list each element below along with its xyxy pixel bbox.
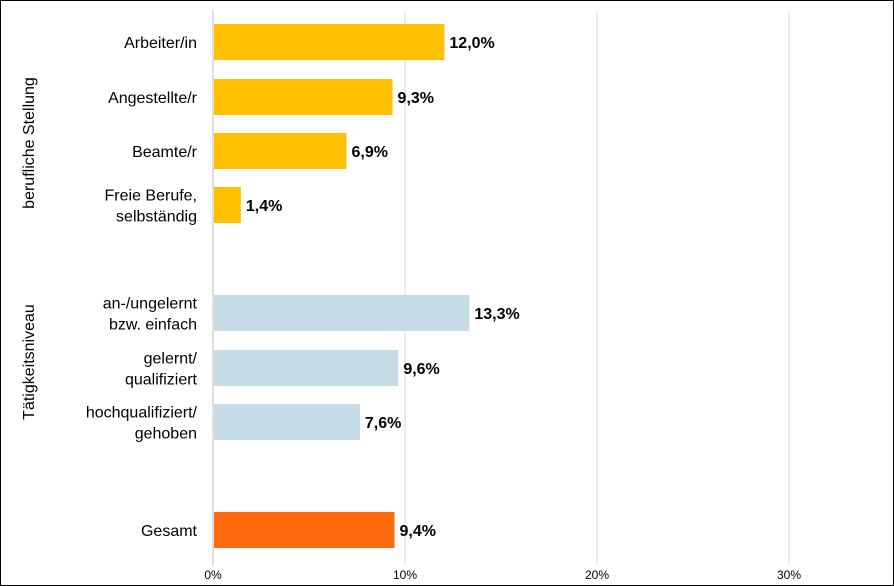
data-label: 7,6%	[365, 415, 401, 432]
bar	[214, 295, 470, 331]
bars: 12,0% 9,3% 6,9% 1,4% 13,3% 9,6% 7,6% 9,4%	[214, 24, 520, 548]
bar	[214, 24, 445, 60]
x-axis-ticks: 0% 10% 20% 30%	[204, 568, 801, 582]
data-label: 9,3%	[398, 90, 434, 107]
data-label: 12,0%	[449, 35, 494, 52]
data-label: 9,4%	[399, 523, 435, 540]
category-label: Angestellte/r	[108, 90, 198, 107]
gridlines	[212, 10, 790, 566]
category-label: gelernt/qualifiziert	[125, 351, 198, 389]
category-labels: Arbeiter/in Angestellte/r Beamte/r Freie Be…	[86, 35, 198, 540]
bar	[214, 512, 395, 548]
category-label: Beamte/r	[132, 144, 198, 161]
data-label: 13,3%	[474, 306, 519, 323]
category-label: an-/ungelernt bzw. einfach	[103, 296, 198, 334]
bar	[214, 79, 393, 115]
category-label: Gesamt	[141, 523, 198, 540]
data-label: 6,9%	[351, 144, 387, 161]
data-label: 1,4%	[246, 198, 282, 215]
x-tick-label: 0%	[204, 568, 222, 582]
bar	[214, 350, 399, 386]
bar	[214, 404, 360, 440]
x-tick-label: 20%	[585, 568, 609, 582]
group-label: Tätigkeitsniveau	[21, 304, 38, 420]
x-tick-label: 30%	[777, 568, 801, 582]
x-tick-label: 10%	[393, 568, 417, 582]
category-label: Arbeiter/in	[124, 35, 197, 52]
group-label: berufliche Stellung	[21, 77, 38, 209]
data-label: 9,6%	[403, 361, 439, 378]
group-labels: berufliche Stellung Tätigkeitsniveau	[21, 77, 38, 420]
category-label: Freie Berufe, selbständig	[105, 188, 197, 226]
bar	[214, 187, 241, 223]
category-label: hochqualifiziert/gehoben	[86, 405, 198, 443]
bar	[214, 133, 347, 169]
